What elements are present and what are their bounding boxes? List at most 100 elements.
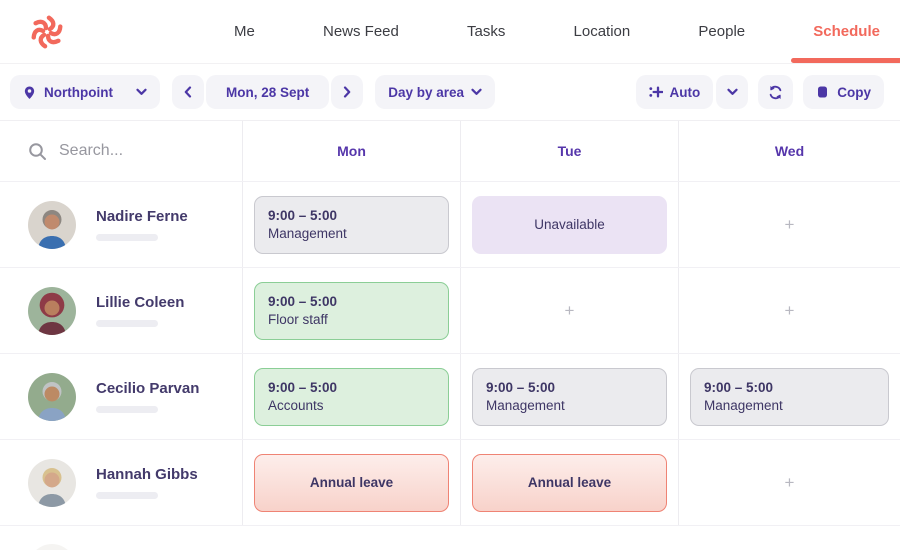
shift-area: Floor staff (268, 311, 328, 327)
shift-card[interactable]: Unavailable (472, 195, 667, 254)
auto-schedule-split-button: Auto (635, 75, 749, 109)
employee-hours-bar (96, 492, 158, 499)
search-input[interactable] (59, 142, 209, 160)
schedule-cell[interactable]: Annual leave (460, 440, 678, 525)
view-mode-selector[interactable]: Day by area (375, 75, 496, 109)
add-shift-icon: + (784, 472, 795, 492)
schedule-header-row: Mon Tue Wed (0, 121, 900, 181)
nav-tabs: Me News Feed Tasks Location People Sched… (228, 0, 900, 64)
employee-cell[interactable]: Cecilio Parvan (0, 354, 242, 439)
shift-label: Unavailable (534, 216, 605, 232)
auto-schedule-options-button[interactable] (716, 75, 749, 109)
avatar (28, 200, 76, 249)
schedule-row: Lillie Coleen 9:00 – 5:00 Floor staff + … (0, 267, 900, 353)
schedule-cell[interactable]: 9:00 – 5:00 Management (678, 354, 900, 439)
auto-sparkle-icon (648, 85, 663, 99)
view-mode-label: Day by area (388, 84, 465, 100)
shift-area: Management (704, 397, 783, 413)
date-navigator: Mon, 28 Sept (172, 75, 364, 109)
location-selector[interactable]: Northpoint (10, 75, 160, 109)
shift-area: Accounts (268, 397, 324, 413)
schedule-cell[interactable]: 9:00 – 5:00 Floor staff (242, 268, 460, 353)
shift-card[interactable]: 9:00 – 5:00 Accounts (254, 367, 449, 426)
shift-card[interactable]: 9:00 – 5:00 Management (254, 195, 449, 254)
next-day-button[interactable] (331, 75, 364, 109)
schedule-cell[interactable]: + (678, 268, 900, 353)
shift-time: 9:00 – 5:00 (268, 379, 338, 395)
shift-card[interactable]: 9:00 – 5:00 Management (472, 367, 667, 426)
map-pin-icon (23, 85, 36, 100)
schedule-row (0, 525, 900, 550)
shift-card[interactable]: 9:00 – 5:00 Floor staff (254, 281, 449, 340)
employee-cell[interactable] (0, 526, 242, 550)
schedule-cell[interactable]: + (678, 440, 900, 525)
employee-hours-bar (96, 320, 158, 327)
tab-location[interactable]: Location (573, 22, 631, 40)
employee-name: Hannah Gibbs (96, 466, 198, 483)
schedule-toolbar: Northpoint Mon, 28 Sept Day by area (0, 64, 900, 121)
schedule-cell[interactable]: 9:00 – 5:00 Management (460, 354, 678, 439)
auto-label: Auto (669, 84, 701, 100)
add-shift-icon: + (784, 214, 795, 234)
shift-area: Management (486, 397, 565, 413)
copy-label: Copy (837, 84, 871, 100)
employee-name: Nadire Ferne (96, 208, 188, 225)
add-shift-icon: + (564, 300, 575, 320)
shift-card[interactable]: 9:00 – 5:00 Management (690, 367, 889, 426)
shift-card[interactable]: Annual leave (472, 453, 667, 512)
schedule-row: Hannah Gibbs Annual leave Annual leave + (0, 439, 900, 525)
app-logo-pinwheel-icon[interactable] (26, 11, 68, 53)
employee-hours-bar (96, 234, 158, 241)
shift-label: Annual leave (527, 474, 612, 490)
schedule-row: Nadire Ferne 9:00 – 5:00 Management Unav… (0, 181, 900, 267)
employee-name: Cecilio Parvan (96, 380, 200, 397)
copy-icon (816, 85, 829, 99)
avatar (28, 458, 76, 507)
tab-me[interactable]: Me (234, 22, 255, 40)
schedule-cell[interactable]: + (678, 182, 900, 267)
shift-area: Management (268, 225, 347, 241)
employee-hours-bar (96, 406, 158, 413)
chevron-down-icon (471, 88, 482, 96)
schedule-row: Cecilio Parvan 9:00 – 5:00 Accounts 9:00… (0, 353, 900, 439)
schedule-cell[interactable]: Unavailable (460, 182, 678, 267)
employee-cell[interactable]: Hannah Gibbs (0, 440, 242, 525)
shift-card[interactable]: Annual leave (254, 453, 449, 512)
refresh-button[interactable] (758, 75, 794, 109)
day-header-tue[interactable]: Tue (460, 121, 678, 181)
schedule-body: Nadire Ferne 9:00 – 5:00 Management Unav… (0, 181, 900, 550)
shift-time: 9:00 – 5:00 (704, 379, 774, 395)
avatar (28, 286, 76, 335)
shift-time: 9:00 – 5:00 (268, 207, 338, 223)
tab-news-feed[interactable]: News Feed (323, 22, 399, 40)
avatar (28, 544, 76, 550)
employee-name: Lillie Coleen (96, 294, 185, 311)
employee-cell[interactable]: Lillie Coleen (0, 268, 242, 353)
day-header-wed[interactable]: Wed (678, 121, 900, 181)
avatar (28, 372, 76, 421)
refresh-icon (768, 85, 783, 100)
auto-schedule-button[interactable]: Auto (635, 75, 714, 109)
copy-button[interactable]: Copy (803, 75, 884, 109)
prev-day-button[interactable] (172, 75, 204, 109)
shift-time: 9:00 – 5:00 (268, 293, 338, 309)
schedule-cell[interactable]: 9:00 – 5:00 Management (242, 182, 460, 267)
top-nav: Me News Feed Tasks Location People Sched… (0, 0, 900, 64)
employee-cell[interactable]: Nadire Ferne (0, 182, 242, 267)
chevron-down-icon (136, 88, 147, 96)
schedule-cell[interactable]: 9:00 – 5:00 Accounts (242, 354, 460, 439)
employee-search (0, 121, 242, 181)
day-header-mon[interactable]: Mon (242, 121, 460, 181)
add-shift-icon: + (784, 300, 795, 320)
tab-people[interactable]: People (698, 22, 746, 40)
shift-label: Annual leave (309, 474, 394, 490)
tab-schedule[interactable]: Schedule (791, 0, 900, 64)
location-label: Northpoint (44, 84, 113, 100)
shift-time: 9:00 – 5:00 (486, 379, 556, 395)
date-label: Mon, 28 Sept (226, 84, 310, 100)
search-icon (28, 142, 47, 161)
current-date-button[interactable]: Mon, 28 Sept (206, 75, 330, 109)
schedule-cell[interactable]: Annual leave (242, 440, 460, 525)
tab-tasks[interactable]: Tasks (467, 22, 506, 40)
schedule-cell[interactable]: + (460, 268, 678, 353)
